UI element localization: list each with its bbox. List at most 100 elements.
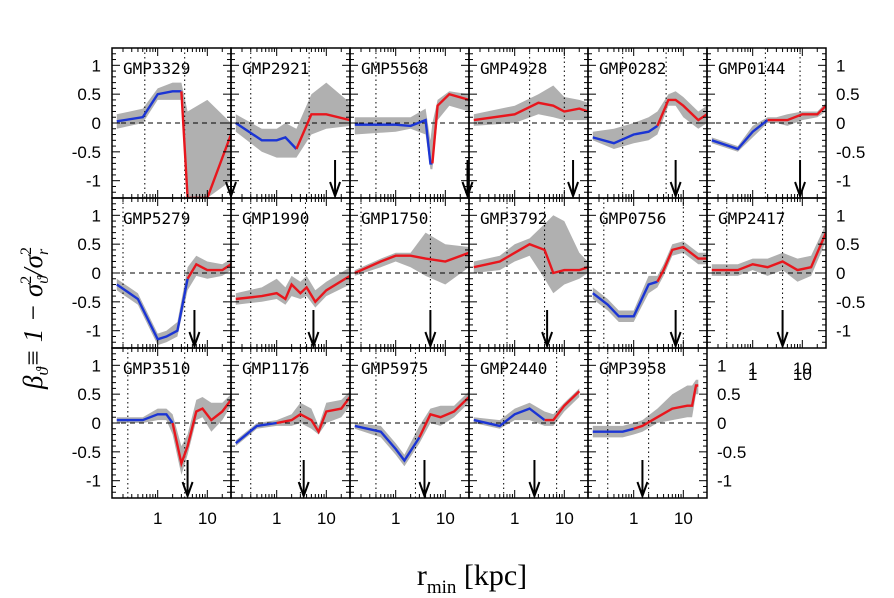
error-band [711,224,826,282]
galaxy-name: GMP2921 [242,59,309,78]
error-band [592,379,699,438]
error-band [354,91,469,170]
y-tick-label: -0.5 [836,143,865,162]
anisotropy-curve-red [633,384,699,430]
galaxy-name: GMP3329 [123,59,190,78]
error-band [354,232,469,285]
anisotropy-curve-red [295,113,350,150]
x-tick-label: 1 [391,509,400,528]
arrow-head [418,481,431,499]
x-axis-label-symbol: r [417,559,427,592]
x-tick-label: 10 [317,509,336,528]
y-tick-label: -0.5 [72,143,101,162]
y-tick-label: 0.5 [836,235,860,254]
error-band [354,391,469,467]
x-tick-label: 1 [748,365,757,384]
galaxy-name: GMP3510 [123,359,190,378]
galaxy-name: GMP1176 [242,359,309,378]
error-band [592,91,707,149]
x-tick-label: 10 [793,359,812,378]
galaxy-name: GMP2417 [718,209,785,228]
galaxy-name: GMP1990 [242,209,309,228]
panel-GMP5279: GMP5279 1 0.5 0 -0.5 -1 [72,197,232,349]
galaxy-name: GMP0144 [718,59,785,78]
anisotropy-curve-blue [354,424,421,463]
y-tick-label: 0 [717,414,726,433]
anisotropy-curve-blue [711,119,769,151]
galaxy-name: GMP3792 [480,209,547,228]
arrow-head [307,331,320,349]
x-tick-label: 1 [272,509,281,528]
y-tick-label: 0 [836,114,845,133]
error-band [235,82,350,158]
panel-GMP4928: GMP4928 [468,47,589,199]
x-axis-label-unit: [kpc] [464,559,527,592]
galaxy-name: GMP5568 [361,59,428,78]
anisotropy-curve-blue [116,278,189,341]
y-axis-label-eq: ≡ 1 − σ [18,282,48,367]
anisotropy-curve-red [656,98,707,127]
x-tick-label: 10 [198,509,217,528]
y-axis-label-sup1: 2 [18,276,35,284]
x-tick-label: 1 [748,359,757,378]
y-tick-label: 1 [92,56,101,75]
panel-GMP0756: GMP0756 [587,197,708,349]
arrow-head [329,181,342,199]
anisotropy-curve-red [473,101,588,122]
galaxy-name: GMP1750 [361,209,428,228]
arrow-head [188,331,201,349]
panel-GMP5975: GMP5975 1 10 [349,347,470,528]
x-axis-label: rmin [kpc] [417,559,527,598]
x-tick-label: 10 [793,365,812,384]
y-tick-label: 1 [92,206,101,225]
y-tick-label: 1 [836,206,845,225]
anisotropy-curve-red [431,92,469,164]
y-tick-label: -0.5 [836,293,865,312]
y-tick-label: 0.5 [836,85,860,104]
anisotropy-curve-red [171,399,231,468]
y-tick-label: -0.5 [717,443,746,462]
y-tick-label: -0.5 [72,293,101,312]
anisotropy-curve-red [276,396,350,435]
panel-GMP3510: GMP3510 1 0.5 0 -0.5 -1 1 10 [72,347,232,528]
panel-GMP1990: GMP1990 [230,197,351,349]
panel-GMP2417: GMP2417 1 0.5 0 -0.5 -1 1 10 [706,197,865,378]
panel-grid: GMP3329 1 0.5 0 -0.5 -1 GMP2921 GMP5568 GMP4928 G… [72,47,865,528]
anisotropy-curve-blue [235,421,277,445]
y-tick-label: -0.5 [72,443,101,462]
x-tick-label: 1 [153,509,162,528]
galaxy-name: GMP5975 [361,359,428,378]
y-tick-label: 0 [92,114,101,133]
panel-GMP2921: GMP2921 [230,47,351,199]
panel-GMP3329: GMP3329 1 0.5 0 -0.5 -1 [72,47,237,199]
panel-GMP2440: GMP2440 1 10 [468,347,589,528]
y-tick-label: 1 [836,56,845,75]
anisotropy-curve-red [544,390,581,422]
arrow-head [541,331,554,349]
y-tick-label: 0.5 [77,85,101,104]
y-tick-label: -1 [717,472,732,491]
x-tick-label: 10 [674,509,693,528]
panel-GMP5568: GMP5568 [349,47,474,199]
y-tick-label: 0 [92,414,101,433]
anisotropy-curve-red [186,262,231,280]
galaxy-name: GMP0282 [599,59,666,78]
error-band [592,241,707,322]
galaxy-name: GMP5279 [123,209,190,228]
y-axis-label-sub3: r [35,248,52,255]
axis-labels: rmin [kpc] βϑ≡ 1 − σ2ϑ/σ2r [18,247,527,598]
arrow-head [297,481,310,499]
panel-GMP0144: GMP0144 1 0.5 0 -0.5 -1 [706,47,865,199]
arrow-head [636,481,649,499]
y-tick-label: -1 [86,472,101,491]
arrow-head [567,181,580,199]
y-tick-label: 0 [836,264,845,283]
anisotropy-curve-blue [592,124,659,145]
y-tick-label: 0 [92,264,101,283]
y-tick-label: -1 [86,322,101,341]
y-tick-label: 0.5 [77,385,101,404]
error-band [473,215,588,294]
y-axis-label: βϑ≡ 1 − σ2ϑ/σ2r [18,247,52,390]
anisotropy-curve-red [473,242,588,275]
